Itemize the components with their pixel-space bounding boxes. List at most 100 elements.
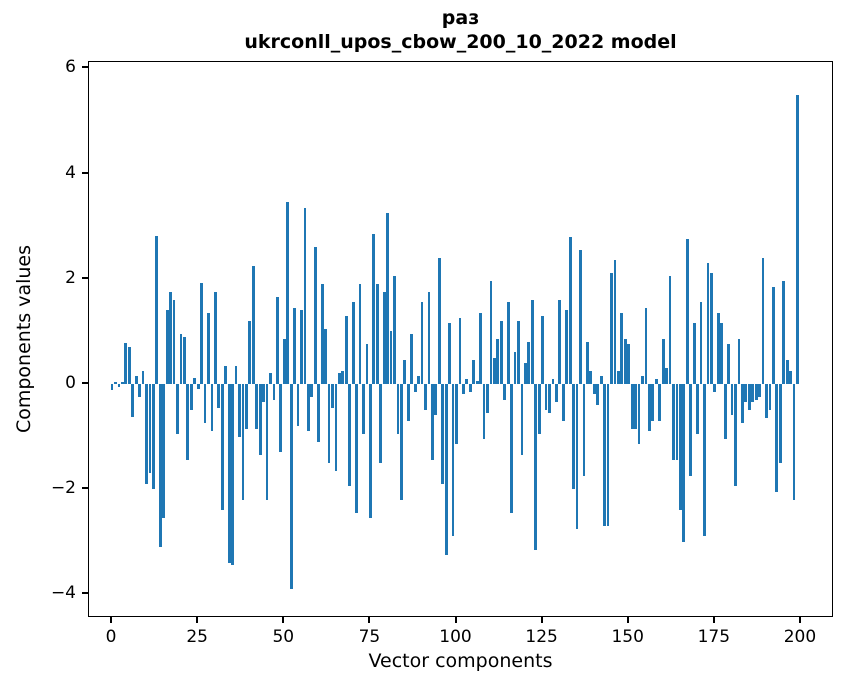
plot-area	[88, 61, 833, 617]
bar	[596, 383, 600, 405]
bar	[475, 381, 479, 384]
bar	[713, 383, 717, 392]
bar	[654, 378, 658, 384]
bar	[685, 239, 689, 384]
bar	[431, 383, 434, 461]
bar	[472, 360, 476, 384]
bar	[227, 383, 231, 563]
bar	[324, 328, 327, 384]
bar	[255, 383, 259, 429]
bar	[303, 207, 307, 384]
bar	[630, 383, 634, 429]
x-tick-mark	[712, 617, 715, 623]
bar	[651, 383, 655, 421]
bar	[251, 265, 255, 384]
y-tick-label: 4	[65, 162, 76, 183]
y-tick-mark	[82, 592, 88, 595]
bar	[193, 377, 197, 384]
bar	[785, 360, 789, 384]
x-tick-label: 75	[358, 627, 381, 647]
bar	[138, 383, 141, 398]
bar	[413, 383, 417, 392]
bar	[741, 383, 744, 424]
bar	[610, 273, 613, 384]
bar	[162, 383, 166, 519]
bar	[282, 339, 286, 384]
bar	[768, 383, 772, 411]
bar	[696, 383, 699, 434]
bar	[592, 383, 596, 395]
bar	[179, 333, 183, 384]
x-tick-label: 100	[439, 627, 472, 647]
y-tick-mark	[82, 487, 88, 490]
bar	[589, 370, 593, 384]
bar	[241, 383, 245, 500]
bar	[551, 378, 555, 384]
bar	[534, 383, 538, 550]
bar	[754, 383, 758, 400]
bar	[524, 362, 527, 384]
bar	[751, 383, 755, 403]
bar	[307, 383, 310, 432]
bar	[210, 383, 214, 432]
bar	[141, 370, 145, 384]
bar	[682, 383, 686, 542]
bar	[675, 383, 679, 461]
bar	[279, 383, 283, 453]
bar	[231, 383, 234, 566]
bar	[189, 383, 193, 411]
y-tick-mark	[82, 276, 88, 279]
bar	[513, 352, 517, 384]
bar	[517, 320, 520, 384]
y-tick-mark	[82, 66, 88, 69]
y-tick-label: 6	[65, 57, 76, 78]
bar	[792, 383, 796, 500]
bar	[782, 281, 786, 384]
bar	[145, 383, 148, 484]
bar	[620, 312, 624, 384]
bar	[372, 234, 376, 384]
bar	[245, 383, 248, 429]
bar	[489, 281, 493, 384]
bar	[389, 331, 393, 384]
bar	[668, 276, 672, 384]
bar	[537, 383, 541, 434]
bar	[158, 383, 162, 547]
x-tick-mark	[798, 617, 801, 623]
bar	[248, 320, 252, 384]
bar	[382, 291, 386, 384]
x-tick-label: 200	[783, 627, 817, 647]
bar	[169, 291, 172, 384]
bar	[296, 383, 300, 426]
bar	[716, 312, 720, 384]
bar	[737, 339, 741, 384]
bar	[269, 373, 272, 384]
bar	[379, 383, 383, 463]
x-tick-mark	[454, 617, 457, 623]
bar	[110, 383, 114, 391]
y-tick-label: 2	[65, 267, 76, 288]
bar	[486, 383, 489, 413]
bar	[375, 283, 379, 384]
bar	[310, 383, 314, 398]
bar	[679, 383, 682, 511]
bar	[165, 310, 169, 384]
bar	[437, 257, 441, 384]
bar	[462, 383, 465, 395]
bar	[703, 383, 706, 537]
x-tick-label: 150	[611, 627, 644, 647]
bar	[148, 383, 152, 474]
bar	[331, 383, 334, 408]
bar	[286, 202, 290, 384]
bar	[796, 94, 799, 384]
bar	[262, 383, 265, 403]
bar	[289, 383, 293, 590]
bar	[499, 320, 503, 384]
bar	[744, 383, 748, 403]
bar	[455, 383, 458, 445]
bar	[224, 365, 228, 384]
bar	[689, 383, 693, 476]
bar	[341, 370, 345, 384]
bar	[482, 383, 486, 440]
bar	[386, 212, 389, 384]
